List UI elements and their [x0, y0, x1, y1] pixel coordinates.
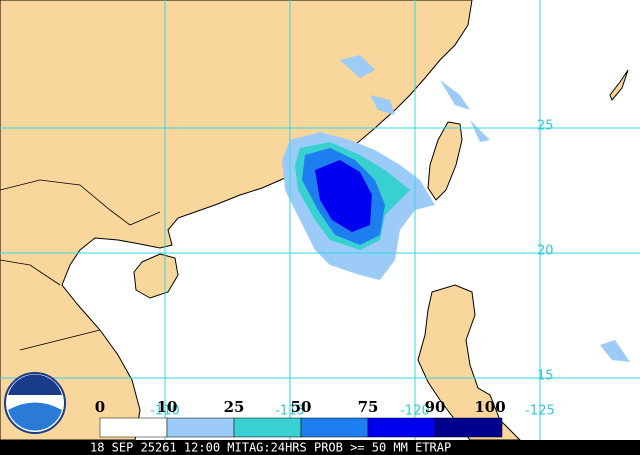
land	[0, 0, 629, 441]
colorbar-segment	[99, 417, 168, 438]
caption-bar	[0, 440, 640, 455]
colorbar-label: 90	[425, 398, 446, 416]
lon-label: -125	[525, 404, 555, 419]
colorbar-segment	[300, 417, 369, 438]
colorbar-label: 0	[95, 398, 105, 416]
colorbar-segment	[434, 417, 503, 438]
lat-label: 20	[537, 244, 554, 259]
probability-field	[282, 55, 630, 362]
colorbar-segment	[166, 417, 235, 438]
lon-label: -120	[400, 404, 430, 419]
colorbar-label: 25	[224, 398, 245, 416]
colorbar-label: 75	[358, 398, 379, 416]
colorbar: 0 10 25 50 75 90 100	[95, 398, 506, 438]
lon-label: -115	[275, 404, 305, 419]
land-borders	[0, 179, 161, 351]
colorbar-label: 50	[291, 398, 312, 416]
colorbar-segment	[367, 417, 436, 438]
lat-label: 25	[537, 119, 554, 134]
graticule: 25 20 15 -110 -115 -120 -125	[0, 0, 640, 440]
colorbar-segment	[233, 417, 302, 438]
caption: 18 SEP 25261 12:00 MITAG:24HRS PROB >= 5…	[90, 441, 451, 455]
lat-label: 15	[537, 369, 554, 384]
colorbar-label: 100	[474, 398, 505, 416]
colorbar-label: 10	[157, 398, 178, 416]
noaa-logo	[4, 372, 66, 434]
lon-label: -110	[150, 404, 180, 419]
